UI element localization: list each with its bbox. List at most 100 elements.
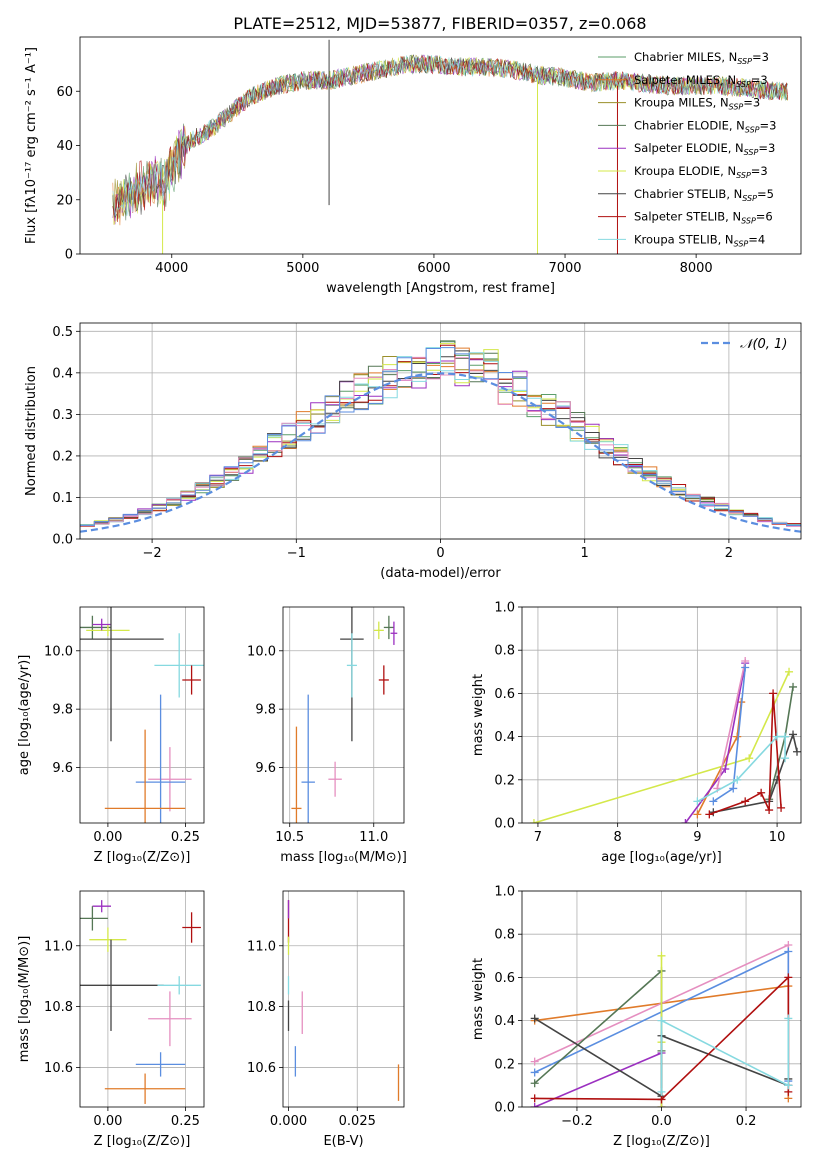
histogram-step (80, 347, 801, 539)
legend-entry: Kroupa STELIB, NSSP=4 (634, 232, 765, 248)
x-axis-label: Z [log₁₀(Z/Z⊙)] (94, 850, 191, 865)
legend-entry: Salpeter ELODIE, NSSP=3 (634, 141, 775, 157)
weight-marker (777, 803, 786, 812)
weight-marker (784, 1014, 793, 1023)
weight-marker (769, 689, 778, 698)
x-tick-label: 0 (436, 546, 444, 561)
figure-title: PLATE=2512, MJD=53877, FIBERID=0357, z=0… (233, 14, 646, 33)
x-tick-label: 4000 (155, 261, 188, 276)
y-tick-label: 0.2 (494, 773, 515, 788)
x-tick-label: 2 (725, 546, 733, 561)
y-tick-label: 0 (65, 248, 73, 263)
y-tick-label: 10.8 (247, 1000, 276, 1015)
weight-marker (709, 797, 718, 806)
x-tick-label: 0.000 (270, 1114, 307, 1129)
y-tick-label: 0.0 (494, 817, 515, 832)
age_vs_Z-axes: 0.00 0.25 9.6 9.8 10.0 Z [log₁₀(Z/Z⊙)] age [lo… (17, 606, 205, 865)
axes-frame (79, 322, 802, 540)
y-tick-label: 0.4 (52, 366, 73, 381)
axes-frame (521, 890, 802, 1108)
weight-marker (781, 754, 790, 763)
y-axis-label: age [log₁₀(age/yr)] (17, 655, 32, 776)
weight-marker (529, 819, 538, 823)
y-tick-label: 0.0 (52, 533, 73, 548)
x-tick-label: 1 (581, 546, 589, 561)
weight-marker (729, 784, 738, 793)
weight-marker (745, 754, 754, 763)
legend-entry: Kroupa ELODIE, NSSP=3 (634, 164, 768, 180)
y-tick-label: 0.3 (52, 408, 73, 423)
x-axis-label: (data-model)/error (380, 566, 501, 581)
x-tick-label: 0.25 (171, 830, 200, 845)
weight-line (533, 671, 790, 823)
y-axis-label: mass weight (471, 958, 486, 1040)
x-tick-label: 0.00 (93, 1114, 122, 1129)
weight-marker (530, 1068, 539, 1077)
x-tick-label: −1 (287, 546, 306, 561)
massweight_vs_age-axes: 7 8 9 10 0.0 0.2 0.4 0.6 0.8 1.0 age [log₁₀(age/yr… (471, 601, 802, 865)
weight-marker (530, 1014, 539, 1023)
plot-area (291, 607, 398, 823)
x-tick-label: 11.0 (359, 830, 388, 845)
weight-marker (693, 797, 702, 806)
age_vs_mass-axes: 10.5 11.0 9.6 9.8 10.0 mass [log₁₀(M/M⊙)] (247, 606, 407, 865)
y-axis-label: Flux [fλ10⁻¹⁷ erg cm⁻² s⁻¹ A⁻¹] (24, 47, 39, 244)
x-tick-label: 10.5 (275, 830, 304, 845)
weight-marker (789, 682, 798, 691)
weight-marker (693, 810, 702, 819)
weight-marker (765, 806, 774, 815)
x-tick-label: 0.00 (93, 830, 122, 845)
x-axis-label: Z [log₁₀(Z/Z⊙)] (94, 1134, 191, 1149)
y-axis-label: mass [log₁₀(M/M⊙)] (17, 936, 32, 1063)
y-tick-label: 10.0 (44, 644, 73, 659)
x-tick-label: 8000 (680, 261, 713, 276)
weight-marker (785, 667, 794, 676)
axes-frame (79, 36, 802, 255)
x-tick-label: 7000 (548, 261, 581, 276)
x-tick-label: 8 (614, 830, 622, 845)
axes-frame (79, 890, 205, 1108)
weight-marker (530, 1057, 539, 1066)
y-tick-label: 10.6 (44, 1061, 73, 1076)
y-tick-label: 0.8 (494, 928, 515, 943)
weight-marker (781, 732, 790, 741)
x-tick-label: 0.2 (736, 1114, 757, 1129)
y-tick-label: 10.8 (44, 1000, 73, 1015)
x-axis-label: E(B-V) (323, 1134, 363, 1149)
x-tick-label: 9 (693, 830, 701, 845)
legend-entry: Kroupa MILES, NSSP=3 (634, 96, 760, 112)
residual_hist-axes: −2 −1 0 1 2 0.0 0.1 0.2 0.3 0.4 0.5 (data-model)/er… (24, 322, 802, 581)
x-tick-label: 6000 (417, 261, 450, 276)
weight-marker (530, 1079, 539, 1088)
weight-marker (657, 951, 666, 960)
x-tick-label: 0.025 (339, 1114, 376, 1129)
axes-frame (282, 606, 405, 824)
y-axis-label: mass weight (471, 674, 486, 756)
x-tick-label: −0.2 (561, 1114, 593, 1129)
y-tick-label: 1.0 (494, 885, 515, 900)
spectrum-axes: 4000 5000 6000 7000 8000 0 20 40 60 wavelength [A… (24, 36, 802, 296)
y-tick-label: 0.8 (494, 644, 515, 659)
x-axis-label: age [log₁₀(age/yr)] (601, 850, 722, 865)
y-tick-label: 0.6 (494, 971, 515, 986)
y-tick-label: 0.1 (52, 491, 73, 506)
weight-marker (757, 788, 766, 797)
axes-frame (282, 890, 405, 1108)
plot-area (530, 941, 793, 1107)
weight-marker (705, 810, 714, 819)
legend-entry: Chabrier MILES, NSSP=3 (634, 50, 769, 66)
y-tick-label: 0.5 (52, 325, 73, 340)
y-tick-label: 10.0 (247, 644, 276, 659)
weight-marker (784, 973, 793, 982)
x-axis-label: mass [log₁₀(M/M⊙)] (280, 850, 407, 865)
weight-marker (733, 732, 742, 741)
legend-entry: 𝒩(0, 1) (740, 337, 787, 352)
y-tick-label: 0.4 (494, 1014, 515, 1029)
normal-curve (80, 372, 801, 533)
weight-line (716, 660, 746, 789)
y-tick-label: 11.0 (44, 939, 73, 954)
x-tick-label: 10 (769, 830, 786, 845)
x-axis-label: Z [log₁₀(Z/Z⊙)] (613, 1134, 710, 1149)
weight-marker (681, 819, 690, 823)
